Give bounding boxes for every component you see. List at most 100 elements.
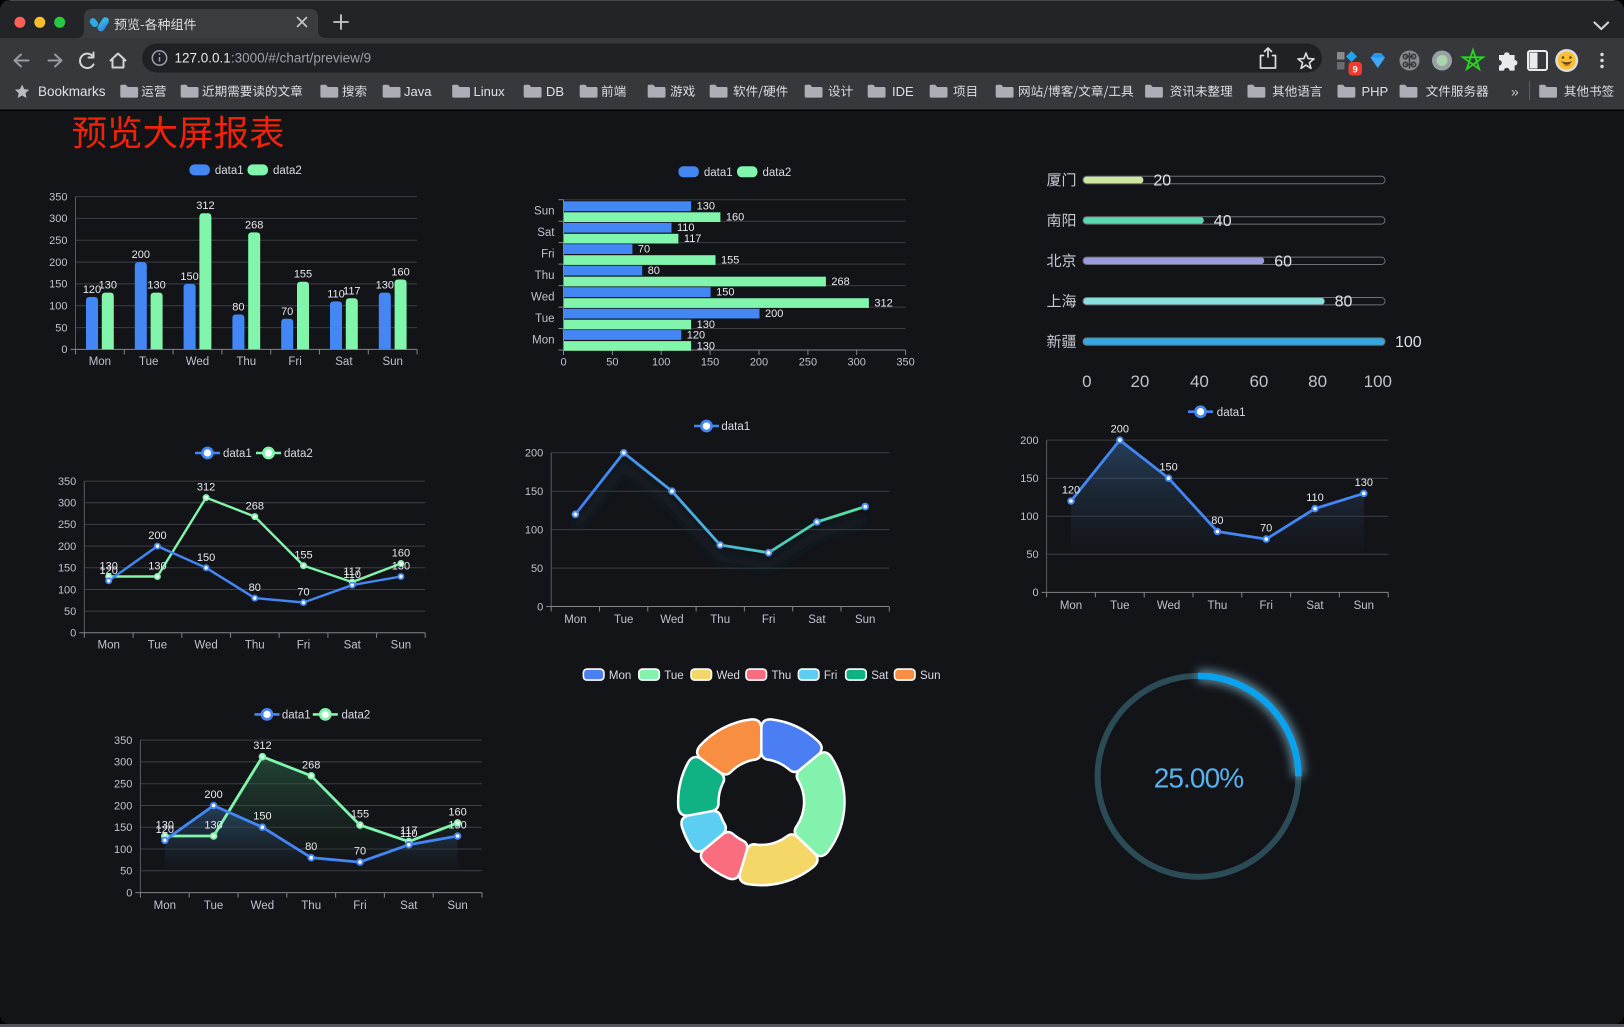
svg-text:0: 0 <box>1032 587 1038 599</box>
svg-text:268: 268 <box>246 501 264 513</box>
svg-text:80: 80 <box>1308 372 1327 391</box>
svg-text:130: 130 <box>148 561 166 573</box>
svg-text:Sun: Sun <box>534 205 554 217</box>
svg-text:50: 50 <box>120 866 132 878</box>
svg-text:300: 300 <box>49 213 67 225</box>
svg-text:130: 130 <box>697 319 715 331</box>
svg-text:Fri: Fri <box>288 356 301 368</box>
svg-text:0: 0 <box>126 887 132 899</box>
svg-text:250: 250 <box>114 779 132 791</box>
svg-text:Wed: Wed <box>660 614 683 626</box>
svg-text:»: » <box>1511 84 1519 100</box>
svg-text:300: 300 <box>114 757 132 769</box>
svg-text:120: 120 <box>687 329 705 341</box>
svg-text:Fri: Fri <box>1259 600 1272 612</box>
svg-text:Sun: Sun <box>855 614 875 626</box>
svg-text:117: 117 <box>343 285 361 297</box>
svg-text:Sun: Sun <box>447 900 467 912</box>
svg-text:150: 150 <box>197 552 215 564</box>
svg-text:155: 155 <box>351 809 369 821</box>
svg-text:100: 100 <box>652 357 670 369</box>
svg-text:Thu: Thu <box>535 270 555 282</box>
svg-text:0: 0 <box>560 357 566 369</box>
svg-text:200: 200 <box>1111 424 1129 436</box>
svg-text:100: 100 <box>114 844 132 856</box>
svg-text:200: 200 <box>58 541 76 553</box>
svg-text:60: 60 <box>1249 372 1268 391</box>
svg-text:160: 160 <box>448 806 466 818</box>
svg-text:data2: data2 <box>273 165 302 177</box>
svg-text:Sat: Sat <box>335 356 353 368</box>
svg-text:155: 155 <box>294 269 312 281</box>
svg-text:Tue: Tue <box>614 614 633 626</box>
svg-text:110: 110 <box>400 828 418 840</box>
svg-text:Thu: Thu <box>710 614 730 626</box>
svg-text:110: 110 <box>327 288 345 300</box>
svg-text:200: 200 <box>49 257 67 269</box>
svg-text:50: 50 <box>531 563 543 575</box>
svg-text:Sat: Sat <box>871 670 889 682</box>
svg-text:Wed: Wed <box>251 900 274 912</box>
svg-text:40: 40 <box>1214 213 1232 230</box>
svg-text:100: 100 <box>49 301 67 313</box>
svg-text:Fri: Fri <box>297 639 310 651</box>
svg-text:200: 200 <box>750 357 768 369</box>
svg-text:70: 70 <box>281 306 293 318</box>
svg-text:312: 312 <box>874 297 892 309</box>
svg-text:130: 130 <box>697 201 715 213</box>
svg-text:100: 100 <box>1395 334 1422 351</box>
svg-text:150: 150 <box>114 822 132 834</box>
svg-text:data1: data1 <box>223 448 252 460</box>
svg-text:0: 0 <box>1082 372 1091 391</box>
svg-text:268: 268 <box>245 219 263 231</box>
svg-text:20: 20 <box>1130 372 1149 391</box>
svg-text:Tue: Tue <box>1110 600 1129 612</box>
svg-text:Wed: Wed <box>717 670 740 682</box>
svg-text:DB: DB <box>546 84 564 99</box>
svg-text:150: 150 <box>1020 473 1038 485</box>
svg-text:50: 50 <box>606 357 618 369</box>
svg-text:Thu: Thu <box>301 900 321 912</box>
svg-text:data2: data2 <box>763 167 792 179</box>
svg-text:120: 120 <box>156 824 174 836</box>
svg-text:50: 50 <box>55 322 67 334</box>
svg-text:130: 130 <box>376 280 394 292</box>
svg-text:200: 200 <box>132 249 150 261</box>
svg-text:Sat: Sat <box>537 227 555 239</box>
svg-text:100: 100 <box>58 584 76 596</box>
svg-text:60: 60 <box>1274 253 1292 270</box>
svg-text:Sun: Sun <box>920 670 940 682</box>
svg-text:80: 80 <box>232 302 244 314</box>
svg-text:Sat: Sat <box>808 614 826 626</box>
svg-text:268: 268 <box>831 276 849 288</box>
svg-text:data1: data1 <box>282 710 311 722</box>
svg-text:160: 160 <box>391 267 409 279</box>
svg-text:80: 80 <box>1211 515 1223 527</box>
svg-text:Tue: Tue <box>139 356 158 368</box>
svg-text:80: 80 <box>249 582 261 594</box>
svg-text:Fri: Fri <box>541 248 554 260</box>
svg-text:Wed: Wed <box>531 291 554 303</box>
svg-text:Mon: Mon <box>1060 600 1082 612</box>
svg-text:268: 268 <box>302 759 320 771</box>
svg-text:120: 120 <box>83 284 101 296</box>
svg-text:110: 110 <box>1306 492 1324 504</box>
svg-text:130: 130 <box>1355 477 1373 489</box>
svg-text:70: 70 <box>1260 523 1272 535</box>
svg-text:200: 200 <box>204 789 222 801</box>
svg-text:100: 100 <box>1020 511 1038 523</box>
svg-text:160: 160 <box>392 548 410 560</box>
svg-text:350: 350 <box>58 476 76 488</box>
svg-text:120: 120 <box>100 565 118 577</box>
svg-text:150: 150 <box>701 357 719 369</box>
svg-text:IDE: IDE <box>892 84 914 99</box>
svg-text:250: 250 <box>799 357 817 369</box>
svg-text:Thu: Thu <box>236 356 256 368</box>
svg-text:130: 130 <box>156 820 174 832</box>
svg-text:70: 70 <box>638 243 650 255</box>
svg-text:Tue: Tue <box>204 900 223 912</box>
svg-text:312: 312 <box>253 740 271 752</box>
svg-text:160: 160 <box>726 212 744 224</box>
svg-text:Sat: Sat <box>344 639 362 651</box>
svg-text:70: 70 <box>354 846 366 858</box>
